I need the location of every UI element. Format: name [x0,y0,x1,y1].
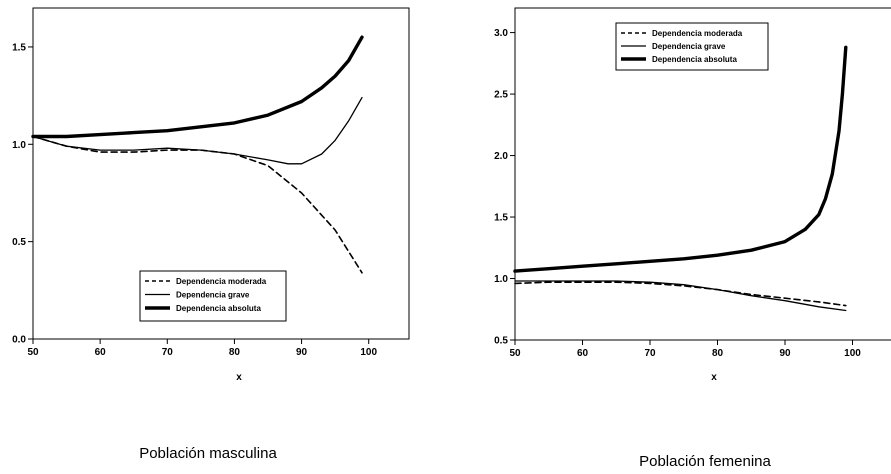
x-tick-label: 80 [229,347,241,358]
series-line-dashed [32,135,363,274]
y-tick-label: 2.0 [494,151,508,162]
x-axis-label: x [711,372,717,383]
chart-caption: Población masculina [139,445,277,462]
legend-label: Dependencia grave [176,291,250,300]
y-tick-label: 1.0 [12,140,26,151]
legend-box [139,270,287,322]
y-tick-label: 1.5 [494,213,508,224]
x-tick-label: 50 [509,348,521,359]
x-tick-label: 90 [296,347,308,358]
x-tick-label: 70 [644,348,656,359]
series-line-dashed [514,281,847,307]
series-line-thin [514,280,847,312]
x-tick-label: 60 [577,348,589,359]
y-tick-label: 1.0 [494,274,508,285]
y-tick-label: 0.5 [494,336,508,347]
plot-frame [32,7,410,340]
x-tick-label: 80 [712,348,724,359]
y-tick-label: 3.0 [494,28,508,39]
y-tick-label: 0.0 [12,335,26,346]
chart-caption: Población femenina [639,453,771,470]
chart-2: 50 60 70 80 90 100 0.5 1.0 1.5 2.0 2.5 3.0 x Dependen… [494,7,891,470]
x-tick-label: 100 [844,348,861,359]
legend-label: Dependencia moderada [652,29,743,38]
x-tick-label: 100 [360,347,377,358]
y-tick-label: 2.5 [494,90,508,101]
x-tick-label: 70 [162,347,174,358]
x-tick-label: 90 [779,348,791,359]
plot-frame [514,7,891,341]
legend-label: Dependencia moderada [176,277,267,286]
legend: Dependencia moderada Dependencia grave Dep… [139,270,287,322]
x-tick-label: 60 [95,347,107,358]
chart-1: 50 60 70 80 90 100 0.0 0.5 1.0 1.5 x Dependencia mo… [12,7,410,462]
legend-label: Dependencia absoluta [176,304,261,313]
x-axis-label: x [236,372,242,383]
series-line-thick [31,35,364,139]
y-tick-label: 0.5 [12,237,26,248]
legend-label: Dependencia grave [652,42,726,51]
y-tick-label: 1.5 [12,42,26,53]
series-line-thick [513,45,848,273]
legend: Dependencia moderada Dependencia grave Dep… [615,22,769,71]
legend-label: Dependencia absoluta [652,55,737,64]
series-line-thin [32,96,363,165]
x-tick-label: 50 [27,347,39,358]
